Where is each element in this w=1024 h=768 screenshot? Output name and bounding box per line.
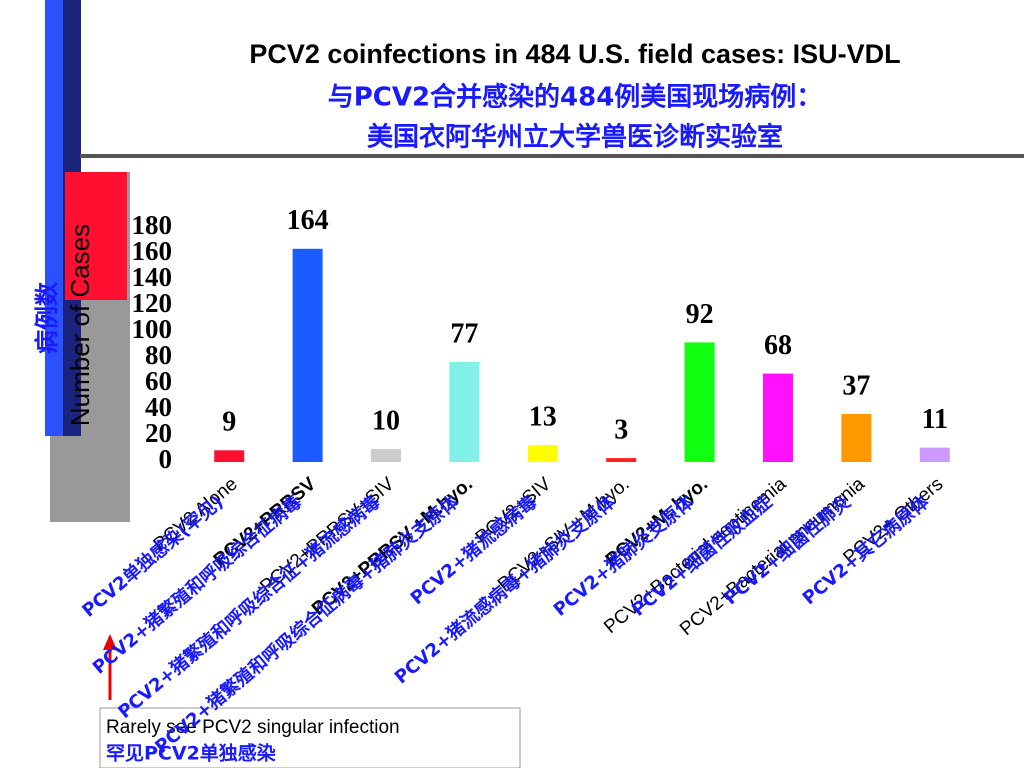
decor [45,0,63,436]
annotation: Rarely see PCV2 singular infection [106,717,400,738]
y-tick-label: 120 [132,288,173,318]
y-tick-label: 0 [159,444,173,474]
y-tick-label: 160 [132,236,173,266]
data-label: 9 [222,407,236,438]
annotation-box [99,707,521,768]
data-label: 3 [614,415,628,446]
y-tick-label: 40 [145,392,172,422]
annotation: 罕见PCV2单独感染 [106,742,276,765]
data-label: 11 [922,404,948,435]
y-axis-label: 病例数 [33,281,61,354]
y-tick-label: 180 [132,210,173,240]
y-tick-label: 60 [145,366,172,396]
data-label: 92 [686,299,714,330]
y-tick-label: 20 [145,418,172,448]
y-axis-label: Number of Cases [65,224,95,426]
bar [919,447,950,462]
data-label: 13 [529,402,557,433]
data-label: 77 [450,318,478,349]
y-tick-label: 100 [132,314,173,344]
y-tick-label: 140 [132,262,173,292]
data-label: 37 [842,370,870,401]
bar [527,445,558,462]
bar [292,248,323,462]
decor [65,172,127,300]
bar [606,458,637,462]
bar [449,361,480,462]
bar [763,373,793,462]
data-label: 68 [764,330,792,361]
y-tick-label: 80 [145,340,172,370]
data-label: 164 [287,205,329,236]
decor [80,154,1024,158]
data-label: 10 [372,405,400,436]
bar [214,450,245,462]
bar [841,413,872,462]
bar [371,449,401,462]
chart-title: PCV2 coinfections in 484 U.S. field case… [249,39,900,69]
chart-subtitle: 美国衣阿华州立大学兽医诊断实验室 [367,122,783,153]
arrow-head [103,634,117,650]
chart-subtitle: 与PCV2合并感染的484例美国现场病例： [328,82,823,113]
bar [684,342,715,462]
